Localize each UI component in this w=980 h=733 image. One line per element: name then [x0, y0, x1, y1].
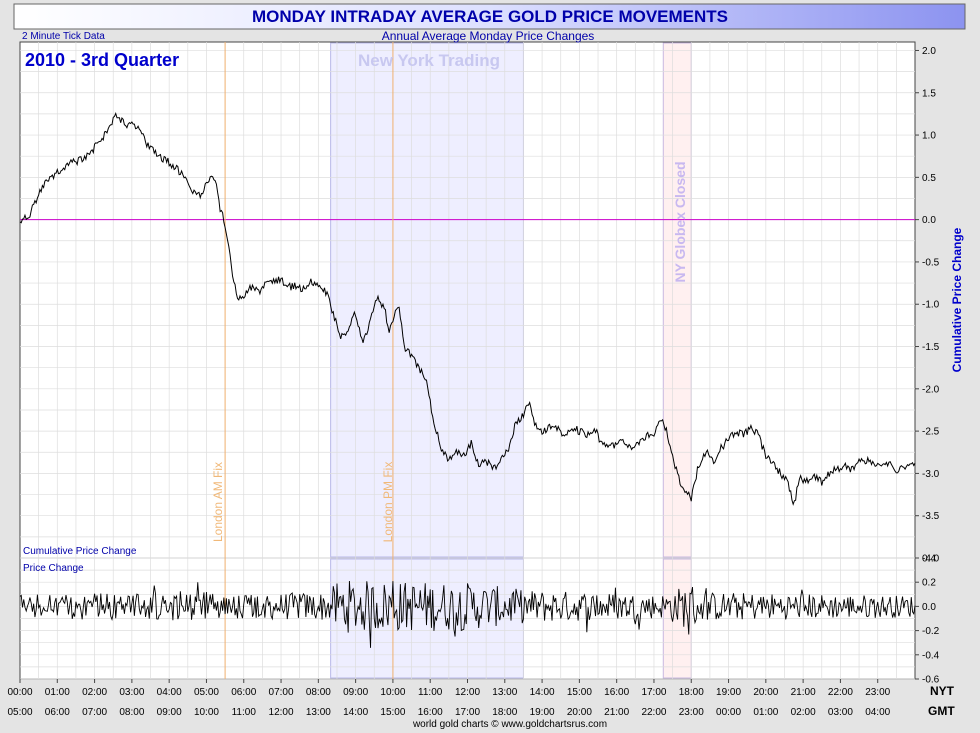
- price-change-tick-label: -0.4: [922, 650, 940, 661]
- y-tick-label: -3.5: [922, 511, 940, 522]
- y-tick-label: 2.0: [922, 46, 936, 57]
- gmt-tick-label: 14:00: [343, 707, 368, 718]
- nyt-tick-label: 06:00: [231, 687, 256, 698]
- nyt-tick-label: 18:00: [679, 687, 704, 698]
- y-tick-label: 0.0: [922, 215, 936, 226]
- y-tick-label: 0.5: [922, 173, 936, 184]
- nyt-tick-label: 21:00: [791, 687, 816, 698]
- gmt-tick-label: 06:00: [45, 707, 70, 718]
- price-change-tick-label: 0.4: [922, 554, 936, 565]
- nyt-tick-label: 10:00: [380, 687, 405, 698]
- london-am-fix-label: London AM Fix: [211, 462, 225, 542]
- gmt-tick-label: 19:00: [530, 707, 555, 718]
- nyt-tick-label: 13:00: [492, 687, 517, 698]
- nyt-tick-label: 00:00: [7, 687, 32, 698]
- nyt-tick-label: 22:00: [828, 687, 853, 698]
- price-change-tick-label: -0.2: [922, 626, 940, 637]
- gmt-tick-label: 03:00: [828, 707, 853, 718]
- price-change-panel-label: Price Change: [23, 563, 84, 574]
- gmt-tick-label: 07:00: [82, 707, 107, 718]
- nyt-tick-label: 09:00: [343, 687, 368, 698]
- gmt-tick-label: 18:00: [492, 707, 517, 718]
- gmt-tick-label: 02:00: [791, 707, 816, 718]
- chart-subtitle: Annual Average Monday Price Changes: [382, 29, 595, 43]
- footer-credit: world gold charts © www.goldchartsrus.co…: [412, 719, 607, 730]
- chart-title: MONDAY INTRADAY AVERAGE GOLD PRICE MOVEM…: [252, 7, 728, 26]
- price-change-tick-label: 0.2: [922, 578, 936, 589]
- gmt-tick-label: 20:00: [567, 707, 592, 718]
- tick-data-note: 2 Minute Tick Data: [22, 31, 105, 42]
- gmt-tick-label: 01:00: [753, 707, 778, 718]
- gmt-axis-label: GMT: [928, 704, 955, 718]
- gmt-tick-label: 13:00: [306, 707, 331, 718]
- price-change-line: [19, 581, 916, 648]
- nyt-tick-label: 23:00: [865, 687, 890, 698]
- nyt-tick-label: 20:00: [753, 687, 778, 698]
- y-tick-label: -4.0: [922, 554, 940, 565]
- y-tick-label: 1.5: [922, 88, 936, 99]
- gmt-tick-label: 10:00: [194, 707, 219, 718]
- gmt-tick-label: 08:00: [119, 707, 144, 718]
- nyt-tick-label: 07:00: [269, 687, 294, 698]
- gmt-tick-label: 22:00: [641, 707, 666, 718]
- cumulative-panel-label: Cumulative Price Change: [23, 546, 137, 557]
- price-change-tick-label: -0.6: [922, 675, 940, 686]
- y-axis-title: Cumulative Price Change: [950, 227, 964, 372]
- y-tick-label: -3.0: [922, 469, 940, 480]
- nyt-tick-label: 17:00: [641, 687, 666, 698]
- gmt-tick-label: 11:00: [232, 707, 257, 718]
- gmt-tick-label: 17:00: [455, 707, 480, 718]
- nyt-tick-label: 02:00: [82, 687, 107, 698]
- nyt-tick-label: 15:00: [567, 687, 592, 698]
- gmt-tick-label: 12:00: [269, 707, 294, 718]
- ny-trading-band: [330, 42, 524, 558]
- cumulative-price-line: [19, 111, 916, 506]
- gmt-tick-label: 00:00: [716, 707, 741, 718]
- title-bar: [13, 3, 966, 30]
- london-pm-fix-label: London PM Fix: [381, 462, 395, 543]
- nyt-tick-label: 03:00: [119, 687, 144, 698]
- period-label: 2010 - 3rd Quarter: [25, 50, 179, 70]
- gmt-tick-label: 04:00: [865, 707, 890, 718]
- y-tick-label: -2.5: [922, 427, 940, 438]
- price-change-tick-label: 0.0: [922, 602, 936, 613]
- ny-trading-label: New York Trading: [358, 51, 500, 70]
- nyt-axis-label: NYT: [930, 684, 955, 698]
- gmt-tick-label: 09:00: [157, 707, 182, 718]
- y-tick-label: -0.5: [922, 257, 940, 268]
- nyt-tick-label: 16:00: [604, 687, 629, 698]
- nyt-tick-label: 14:00: [530, 687, 555, 698]
- nyt-tick-label: 12:00: [455, 687, 480, 698]
- y-tick-label: -1.5: [922, 342, 940, 353]
- y-tick-label: -2.0: [922, 384, 940, 395]
- y-tick-label: -1.0: [922, 300, 940, 311]
- nyt-tick-label: 11:00: [418, 687, 443, 698]
- gmt-tick-label: 21:00: [604, 707, 629, 718]
- gmt-tick-label: 05:00: [7, 707, 32, 718]
- gmt-tick-label: 15:00: [380, 707, 405, 718]
- y-tick-label: 1.0: [922, 131, 936, 142]
- nyt-tick-label: 01:00: [45, 687, 70, 698]
- gmt-tick-label: 16:00: [418, 707, 443, 718]
- nyt-tick-label: 04:00: [157, 687, 182, 698]
- globex-closed-label: NY Globex Closed: [672, 161, 688, 282]
- nyt-tick-label: 05:00: [194, 687, 219, 698]
- nyt-tick-label: 08:00: [306, 687, 331, 698]
- nyt-tick-label: 19:00: [716, 687, 741, 698]
- globex-closed-band: [662, 42, 692, 558]
- gmt-tick-label: 23:00: [679, 707, 704, 718]
